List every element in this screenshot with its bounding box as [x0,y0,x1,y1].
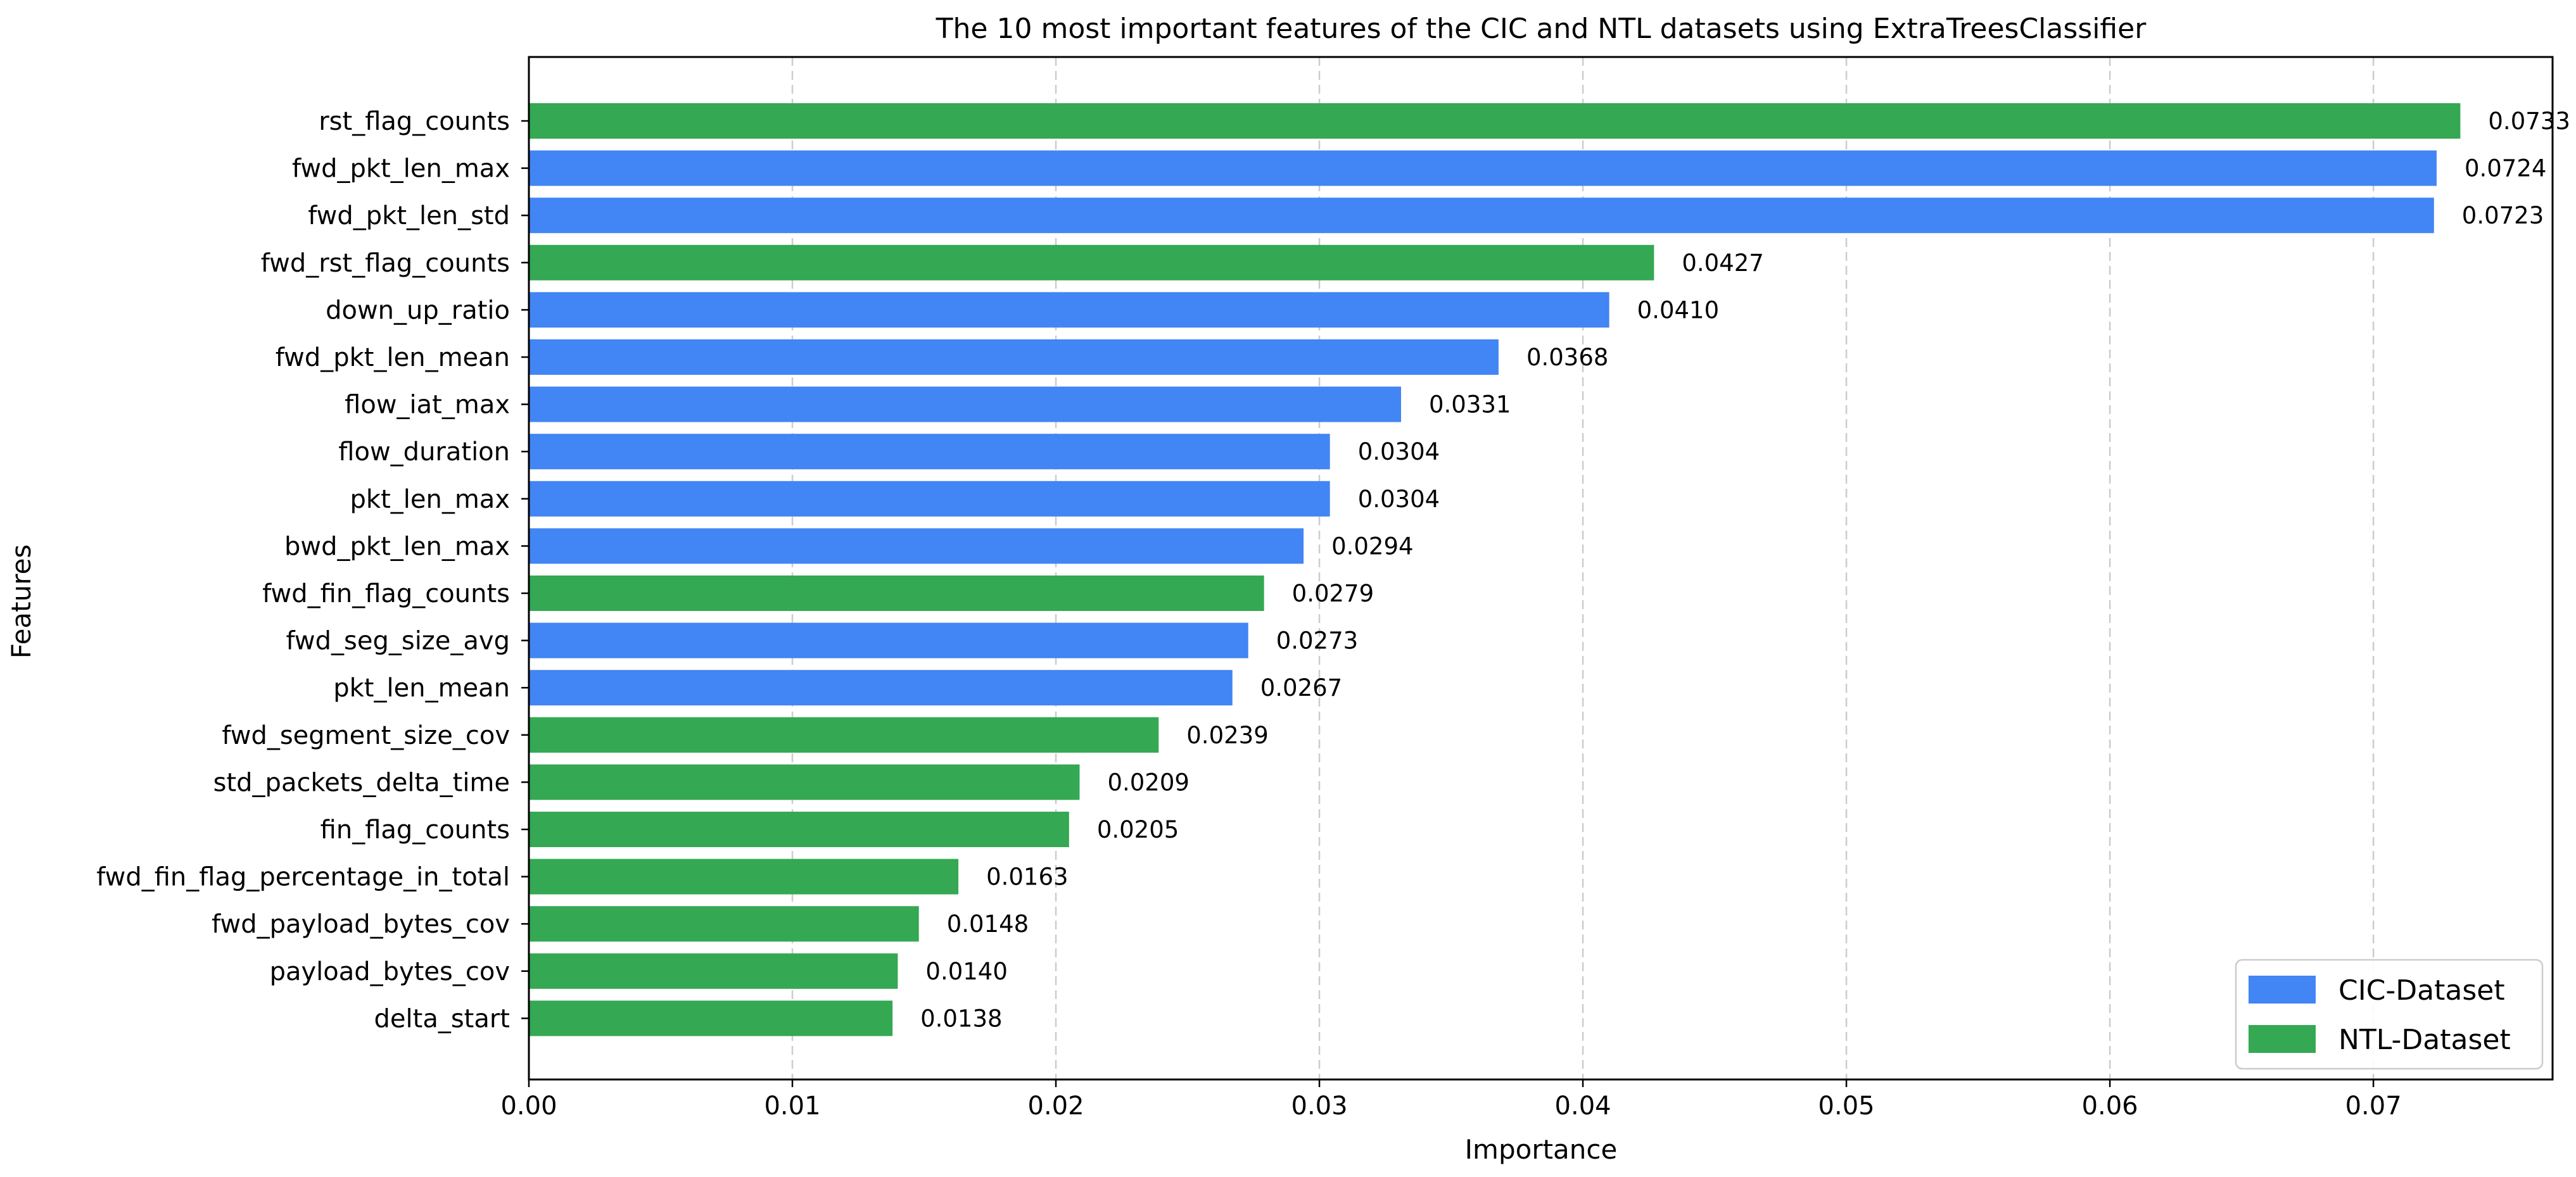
y-tick-label: fwd_fin_flag_counts [262,579,510,608]
bar-value-label: 0.0267 [1260,674,1342,702]
bar-value-label: 0.0239 [1186,722,1268,749]
bar-payload-bytes-cov [529,953,898,989]
bar-value-label: 0.0273 [1276,627,1358,655]
y-tick-label: fin_flag_counts [320,815,510,845]
bar-delta-start [529,1000,893,1036]
bar-fin-flag-counts [529,812,1069,847]
bar-value-label: 0.0724 [2465,155,2546,182]
y-tick-label: pkt_len_mean [333,674,510,703]
y-tick-label: fwd_fin_flag_percentage_in_total [96,863,510,892]
x-tick-label: 0.02 [1028,1092,1084,1121]
bar-fwd-fin-flag-percentage-in-total [529,859,959,895]
y-tick-label: pkt_len_max [350,485,510,514]
bar-rst-flag-counts [529,103,2461,139]
plot-frame [528,56,2554,1081]
y-tick-label: delta_start [374,1004,510,1033]
bar-down-up-ratio [529,292,1609,328]
bar-fwd-fin-flag-counts [529,576,1264,611]
bar-value-label: 0.0294 [1331,532,1413,560]
bar-value-label: 0.0723 [2462,202,2544,229]
bar-pkt-len-max [529,481,1330,517]
legend-label: NTL-Dataset [2338,1024,2511,1056]
y-tick-label: fwd_pkt_len_std [308,201,510,230]
legend-label: CIC-Dataset [2338,974,2505,1007]
bar-flow-duration [529,434,1330,470]
y-tick-label: fwd_pkt_len_mean [276,343,510,372]
legend-swatch-ntl-dataset [2249,1025,2316,1053]
x-axis-label: Importance [1465,1134,1618,1165]
bar-fwd-pkt-len-max [529,150,2437,186]
y-tick-label: flow_duration [338,437,510,467]
y-tick-label: std_packets_delta_time [213,768,510,797]
y-tick-label: fwd_segment_size_cov [222,721,510,750]
bar-value-label: 0.0304 [1358,438,1440,465]
x-tick-label: 0.05 [1818,1092,1875,1121]
bar-bwd-pkt-len-max [529,528,1304,564]
bar-value-label: 0.0140 [925,958,1007,985]
bar-value-label: 0.0148 [947,910,1029,938]
y-tick-label: fwd_payload_bytes_cov [212,910,510,939]
bar-flow-iat-max [529,386,1402,422]
bar-fwd-pkt-len-std [529,198,2434,234]
bar-value-label: 0.0427 [1682,249,1763,277]
y-tick-label: rst_flag_counts [319,107,510,136]
y-tick-label: flow_iat_max [345,391,510,420]
bars: 0.0733 0.0724 0.0723 0.0427 0.0410 0.0368 0.03… [529,103,2570,1036]
x-tick-label: 0.04 [1555,1092,1611,1121]
y-tick-label: fwd_seg_size_avg [286,627,510,656]
bar-value-label: 0.0733 [2488,108,2570,135]
bar-value-label: 0.0410 [1637,296,1719,324]
y-tick-label: fwd_rst_flag_counts [261,249,510,278]
x-tick-label: 0.00 [500,1092,557,1121]
y-tick-label: bwd_pkt_len_max [284,532,510,561]
y-tick-label: payload_bytes_cov [270,957,510,986]
x-tick-label: 0.07 [2345,1092,2402,1121]
bar-value-label: 0.0331 [1429,391,1511,419]
bar-value-label: 0.0205 [1097,816,1179,843]
bar-fwd-payload-bytes-cov [529,906,919,942]
y-tick-label: fwd_pkt_len_max [292,154,510,184]
y-axis: rst_flag_counts fwd_pkt_len_max fwd_pkt_le… [96,107,529,1033]
x-tick-label: 0.03 [1291,1092,1348,1121]
bar-value-label: 0.0163 [986,864,1068,891]
x-axis: 0.00 0.01 0.02 0.03 0.04 0.05 0.06 0.07 [500,1079,2402,1121]
bar-fwd-pkt-len-mean [529,339,1499,375]
bar-value-label: 0.0368 [1526,344,1608,371]
x-tick-label: 0.01 [764,1092,820,1121]
x-tick-label: 0.06 [2082,1092,2138,1121]
bar-fwd-rst-flag-counts [529,244,1654,280]
chart-title: The 10 most important features of the CI… [936,13,2147,45]
y-tick-label: down_up_ratio [326,296,510,325]
legend[interactable]: CIC-Dataset NTL-Dataset [2235,959,2544,1070]
bar-value-label: 0.0209 [1107,769,1189,796]
bar-fwd-seg-size-avg [529,622,1248,658]
bar-pkt-len-mean [529,670,1233,706]
bar-value-label: 0.0304 [1358,486,1440,513]
legend-swatch-cic-dataset [2249,976,2316,1004]
bar-value-label: 0.0279 [1292,580,1374,607]
y-axis-label: Features [6,544,37,659]
bar-fwd-segment-size-cov [529,717,1159,753]
bar-std-packets-delta-time [529,764,1080,800]
bar-value-label: 0.0138 [920,1005,1002,1032]
